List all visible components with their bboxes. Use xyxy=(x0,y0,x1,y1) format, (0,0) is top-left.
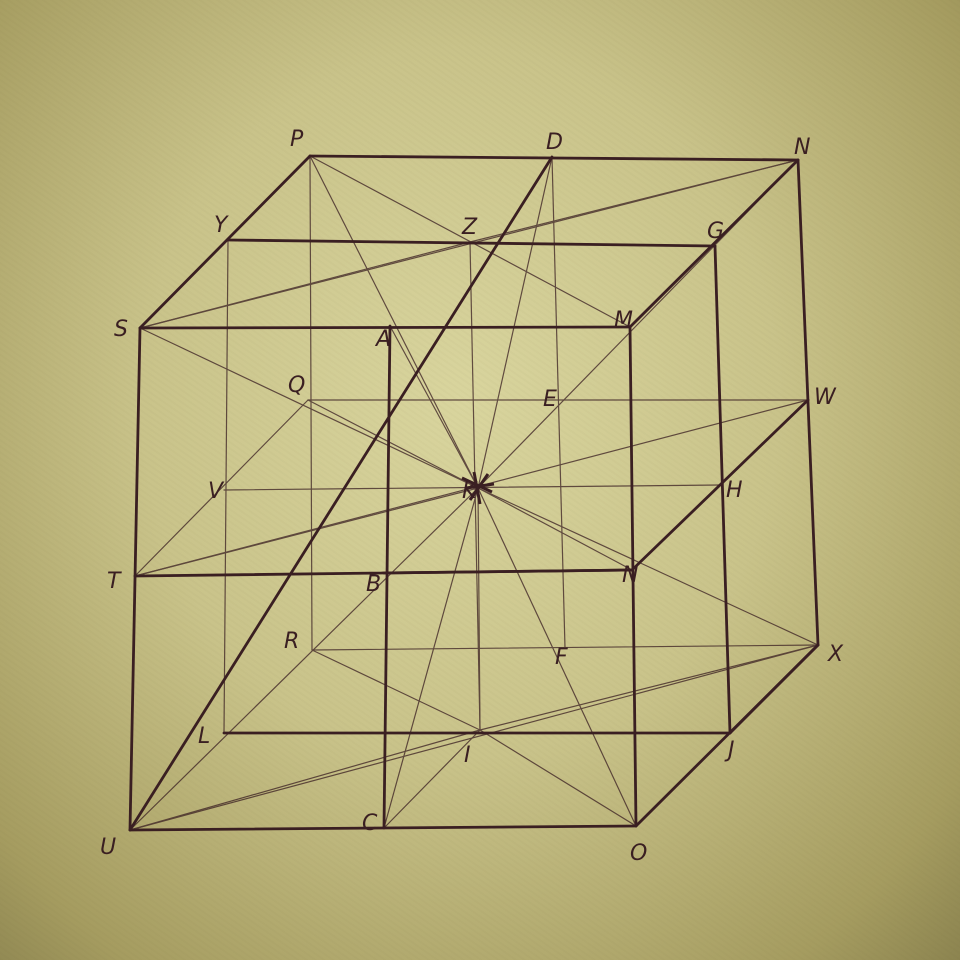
point-label-w: W xyxy=(814,385,837,410)
point-label-g: G xyxy=(707,219,724,244)
point-label-l: L xyxy=(198,724,210,749)
center-point-mark xyxy=(461,471,495,505)
edge-x-j xyxy=(728,643,820,735)
construction-line-i-o xyxy=(479,729,637,827)
point-label-f: F xyxy=(555,645,568,670)
point-label-y: Y xyxy=(214,213,229,238)
cube-edges xyxy=(128,154,820,832)
construction-line-r-x xyxy=(311,644,819,651)
construction-line-c-i xyxy=(383,729,481,829)
construction-line-s-z xyxy=(139,241,471,329)
construction-line-p-m xyxy=(309,155,631,328)
point-label-q: Q xyxy=(288,373,305,398)
construction-line-k-c xyxy=(383,487,479,829)
point-label-x: X xyxy=(827,642,844,667)
point-label-e: E xyxy=(543,387,557,412)
construction-line-k-n2 xyxy=(477,487,633,571)
point-label-z: Z xyxy=(461,215,478,240)
point-label-h: H xyxy=(726,478,743,503)
construction-line-q-k xyxy=(307,399,479,489)
point-labels: P D N Y Z G S A M Q E W V K H T B N R F X L I J U C O xyxy=(100,127,844,866)
edge-n-x xyxy=(796,158,820,647)
point-label-u: U xyxy=(100,835,116,860)
construction-line-p-k xyxy=(309,155,479,489)
edge-d-u xyxy=(128,155,554,832)
edge-a-c xyxy=(382,324,392,830)
edge-w-n2 xyxy=(630,398,810,572)
construction-line-k-a xyxy=(389,325,479,489)
construction-line-k-o xyxy=(477,487,637,827)
point-label-m: M xyxy=(614,308,633,333)
point-label-d: D xyxy=(546,130,563,155)
construction-line-s-k xyxy=(139,327,479,489)
construction-line-k-u xyxy=(129,487,479,831)
point-label-j: J xyxy=(724,738,735,763)
edge-m-o xyxy=(628,325,638,828)
point-label-b: B xyxy=(366,572,381,597)
edge-p-n xyxy=(308,154,800,162)
construction-line-i-x xyxy=(479,644,819,731)
point-label-n: N xyxy=(794,135,810,160)
construction-line-r-i xyxy=(311,649,481,731)
edge-g-j xyxy=(713,244,732,735)
construction-line-k-x xyxy=(477,487,819,646)
construction-line-p-r xyxy=(309,155,313,651)
construction-line-y-l xyxy=(223,239,229,734)
edge-s-u xyxy=(128,326,142,832)
construction-line-u-i xyxy=(129,729,481,831)
point-label-n2: N xyxy=(622,563,638,588)
construction-line-z-n xyxy=(469,159,799,243)
point-label-a: A xyxy=(374,327,391,352)
point-label-t: T xyxy=(107,569,122,594)
point-label-o: O xyxy=(630,841,647,866)
point-label-v: V xyxy=(208,479,225,504)
point-label-r: R xyxy=(284,629,299,654)
edge-p-s xyxy=(138,154,312,330)
point-label-i: I xyxy=(464,743,471,768)
construction-line-d-k xyxy=(477,156,553,489)
construction-line-q-t xyxy=(134,399,309,577)
edge-b-n2 xyxy=(382,568,634,575)
point-label-p: P xyxy=(290,127,304,152)
edge-n-m xyxy=(628,158,800,329)
point-label-s: S xyxy=(114,317,128,342)
construction-line-u-x xyxy=(129,644,819,831)
construction-line-k-i xyxy=(477,487,481,731)
edge-s-m xyxy=(138,325,632,330)
construction-line-d-f xyxy=(551,156,566,649)
point-label-k: K xyxy=(462,479,478,504)
edge-y-g xyxy=(226,238,717,248)
point-label-c: C xyxy=(362,811,378,836)
